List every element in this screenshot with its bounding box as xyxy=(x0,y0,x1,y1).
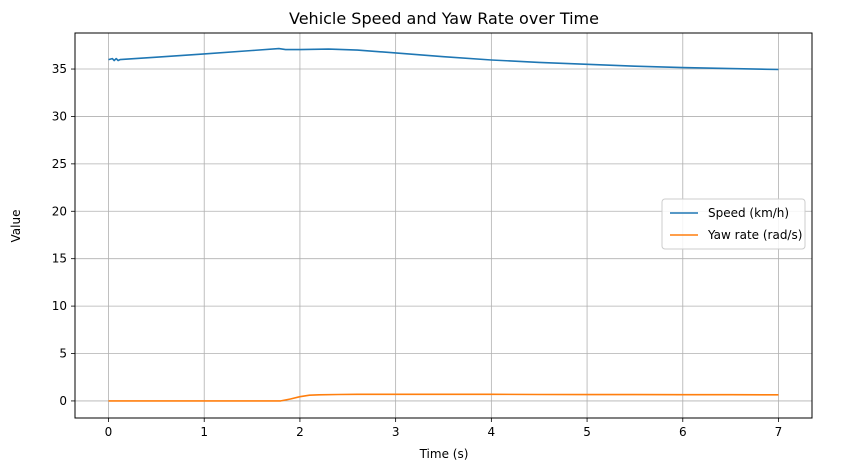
y-tick-label: 20 xyxy=(52,204,67,218)
y-tick-label: 35 xyxy=(52,62,67,76)
x-tick-label: 6 xyxy=(679,425,687,439)
y-tick-label: 25 xyxy=(52,157,67,171)
legend-label-0: Speed (km/h) xyxy=(708,206,789,220)
x-tick-label: 5 xyxy=(583,425,591,439)
series-line-0 xyxy=(108,47,779,71)
legend-label-1: Yaw rate (rad/s) xyxy=(707,228,802,242)
legend-box xyxy=(661,198,806,250)
y-tick-label: 10 xyxy=(52,299,67,313)
x-tick-label: 3 xyxy=(392,425,400,439)
y-tick-label: 0 xyxy=(59,394,67,408)
x-tick-label: 2 xyxy=(296,425,304,439)
y-tick-label: 30 xyxy=(52,109,67,123)
x-tick-label: 1 xyxy=(200,425,208,439)
x-axis-label: Time (s) xyxy=(419,447,469,461)
legend: Speed (km/h) Yaw rate (rad/s) xyxy=(661,198,806,250)
plot-frame xyxy=(74,32,813,419)
x-tick-label: 7 xyxy=(775,425,783,439)
series-layer xyxy=(108,47,779,402)
x-tick-label: 0 xyxy=(105,425,113,439)
chart-title: Vehicle Speed and Yaw Rate over Time xyxy=(289,9,599,28)
series-line-1 xyxy=(108,393,779,402)
x-tick-label: 4 xyxy=(488,425,496,439)
y-tick-label: 15 xyxy=(52,252,67,266)
y-tick-label: 5 xyxy=(59,347,67,361)
axis-ticks: 0 1 2 3 4 5 6 7 0 5 10 15 20 25 30 35 xyxy=(52,62,783,439)
y-axis-label: Value xyxy=(9,210,23,243)
